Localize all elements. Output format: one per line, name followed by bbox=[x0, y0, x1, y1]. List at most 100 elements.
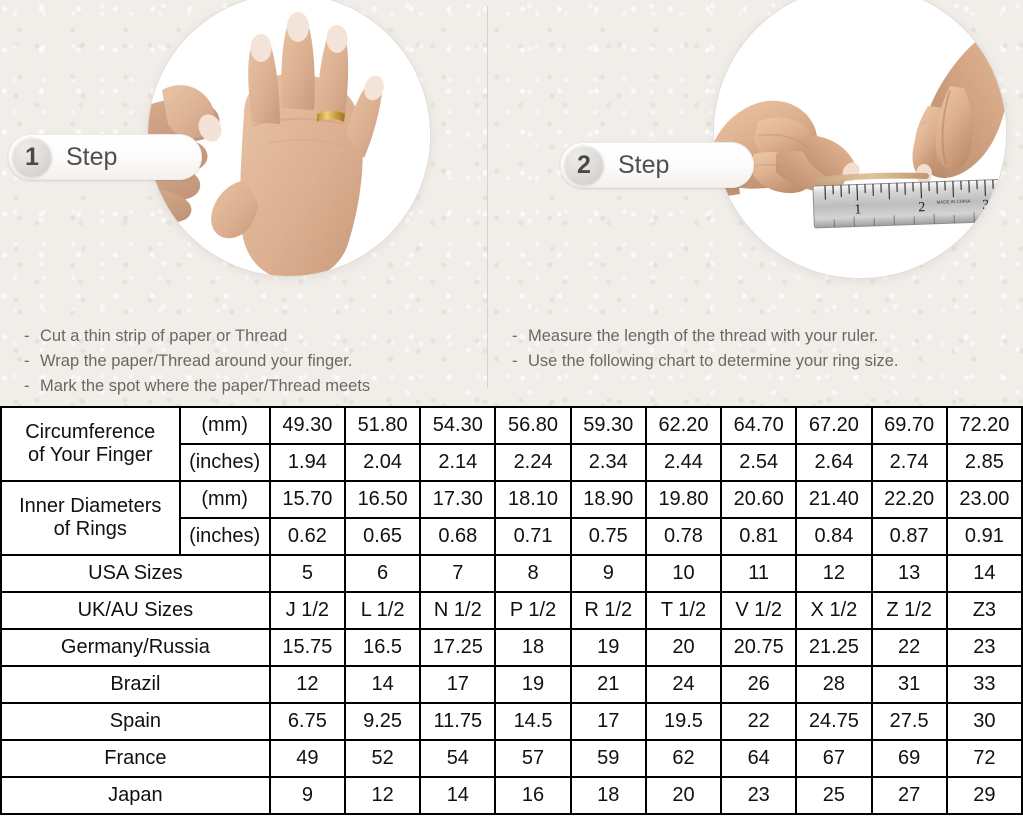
table-cell: 0.78 bbox=[644, 517, 723, 556]
table-cell: 11 bbox=[720, 554, 798, 593]
row-label: Japan bbox=[0, 776, 271, 815]
table-cell: 18.10 bbox=[494, 480, 572, 519]
table-cell: 0.71 bbox=[494, 517, 572, 556]
thread bbox=[815, 172, 929, 183]
table-cell: 16.50 bbox=[343, 480, 422, 519]
table-cell: 0.84 bbox=[795, 517, 873, 556]
table-cell: 6.75 bbox=[268, 702, 346, 741]
row-unit: (mm) bbox=[178, 406, 271, 445]
table-cell: 59 bbox=[569, 739, 647, 778]
table-row: Inner Diameters of Rings (mm) 15.70 16.50 17.… bbox=[0, 480, 1023, 556]
table-cell: 2.24 bbox=[494, 443, 572, 482]
table-cell: 69 bbox=[870, 739, 948, 778]
table-cell: 17 bbox=[569, 702, 647, 741]
table-cell: 1.94 bbox=[268, 443, 346, 482]
table-cell: 19 bbox=[494, 665, 572, 704]
table-cell: 0.91 bbox=[945, 517, 1023, 556]
step-1-label: Step bbox=[66, 142, 118, 171]
table-cell: 64.70 bbox=[720, 406, 798, 445]
table-cell: 19.5 bbox=[644, 702, 723, 741]
table-cell: 25 bbox=[795, 776, 873, 815]
row-label-line: Circumference bbox=[25, 421, 156, 443]
table-cell: 54.30 bbox=[419, 406, 497, 445]
instruction-line: - Use the following chart to determine yo… bbox=[512, 349, 899, 374]
table-row: USA Sizes 5 6 7 8 9 10 11 12 13 14 bbox=[0, 554, 1023, 593]
table-cell: P 1/2 bbox=[494, 591, 572, 630]
table-cell: 0.81 bbox=[720, 517, 798, 556]
table-cell: 15.70 bbox=[268, 480, 346, 519]
table-cell: 67 bbox=[795, 739, 873, 778]
table-cell: 0.62 bbox=[268, 517, 346, 556]
table-cell: 17 bbox=[419, 665, 497, 704]
step-2-badge: 2 Step bbox=[560, 142, 754, 188]
table-cell: 49 bbox=[268, 739, 346, 778]
row-label-line: of Rings bbox=[53, 518, 127, 540]
table-cell: 16.5 bbox=[343, 628, 422, 667]
table-cell: 8 bbox=[494, 554, 572, 593]
table-row: (inches) 1.94 2.04 2.14 2.24 2.34 2.44 2.54 2.64… bbox=[1, 443, 1023, 482]
table-cell: 23 bbox=[720, 776, 798, 815]
instruction-line: - Mark the spot where the paper/Thread me… bbox=[24, 374, 370, 399]
instruction-line: - Wrap the paper/Thread around your finge… bbox=[24, 349, 370, 374]
table-cell: 29 bbox=[945, 776, 1023, 815]
step-1-instructions: - Cut a thin strip of paper or Thread - Wr… bbox=[24, 324, 370, 399]
bullet-dash: - bbox=[24, 352, 30, 370]
step-2-photo: 1 2 3 MADE IN CHINA bbox=[714, 0, 1006, 278]
table-cell: 72.20 bbox=[945, 406, 1023, 445]
table-body: Circumference of Your Finger (mm) 49.30 51.8… bbox=[0, 406, 1023, 815]
ruler-brand-text: MADE IN CHINA bbox=[936, 199, 970, 205]
table-cell: 19.80 bbox=[644, 480, 723, 519]
table-cell: 14 bbox=[419, 776, 497, 815]
table-cell: 27.5 bbox=[870, 702, 948, 741]
table-cell: 2.64 bbox=[795, 443, 873, 482]
table-cell: 49.30 bbox=[268, 406, 346, 445]
row-unit: (inches) bbox=[178, 443, 271, 482]
table-cell: 21.25 bbox=[795, 628, 873, 667]
row-label: Inner Diameters of Rings bbox=[0, 480, 181, 556]
table-cell: 2.74 bbox=[870, 443, 948, 482]
table-cell: 20.60 bbox=[720, 480, 798, 519]
table-cell: 24.75 bbox=[795, 702, 873, 741]
table-cell: 15.75 bbox=[268, 628, 346, 667]
ring-size-chart: Circumference of Your Finger (mm) 49.30 51.8… bbox=[0, 406, 1023, 826]
instruction-text: Use the following chart to determine you… bbox=[528, 352, 899, 370]
bullet-dash: - bbox=[24, 377, 30, 395]
table-cell: 28 bbox=[795, 665, 873, 704]
instruction-line: - Cut a thin strip of paper or Thread bbox=[24, 324, 370, 349]
table-cell: 62 bbox=[644, 739, 723, 778]
step-panel-1: 1 Step - Cut a thin strip of paper or Thr… bbox=[0, 0, 487, 400]
row-label: Brazil bbox=[0, 665, 271, 704]
step-panel-2: 1 2 3 MADE IN CHINA 2 Step - Measure the … bbox=[488, 0, 1023, 400]
ruler-mark-3: 3 bbox=[982, 198, 990, 213]
table-cell: N 1/2 bbox=[419, 591, 497, 630]
row-label: France bbox=[0, 739, 271, 778]
gold-ring bbox=[317, 111, 345, 122]
step-2-label: Step bbox=[618, 150, 670, 179]
table-cell: 64 bbox=[720, 739, 798, 778]
table-cell: 13 bbox=[870, 554, 948, 593]
steps-section: 1 Step - Cut a thin strip of paper or Thr… bbox=[0, 0, 1023, 400]
table-cell: 2.85 bbox=[945, 443, 1023, 482]
hands-measuring-thread-illustration: 1 2 3 MADE IN CHINA bbox=[714, 0, 1006, 278]
table-cell: 62.20 bbox=[644, 406, 723, 445]
table-cell: 11.75 bbox=[419, 702, 497, 741]
table-row: France 49 52 54 57 59 62 64 67 69 72 bbox=[0, 739, 1023, 778]
table-cell: 67.20 bbox=[795, 406, 873, 445]
table-cell: 33 bbox=[945, 665, 1023, 704]
instruction-line: - Measure the length of the thread with y… bbox=[512, 324, 899, 349]
table-cell: Z3 bbox=[945, 591, 1023, 630]
table-cell: 9 bbox=[268, 776, 346, 815]
table-cell: 27 bbox=[870, 776, 948, 815]
step-1-number: 1 bbox=[12, 137, 52, 177]
table-row: Brazil 12 14 17 19 21 24 26 28 31 33 bbox=[0, 665, 1023, 704]
table-cell: 59.30 bbox=[569, 406, 647, 445]
row-label: UK/AU Sizes bbox=[0, 591, 271, 630]
table-cell: 23.00 bbox=[945, 480, 1023, 519]
table-cell: 18 bbox=[569, 776, 647, 815]
table-cell: 23 bbox=[945, 628, 1023, 667]
table-cell: 56.80 bbox=[494, 406, 572, 445]
table-cell: 17.25 bbox=[419, 628, 497, 667]
ruler: 1 2 3 MADE IN CHINA bbox=[812, 178, 1006, 229]
table-row: Spain 6.75 9.25 11.75 14.5 17 19.5 22 24.75 27.5 3… bbox=[0, 702, 1023, 741]
table-cell: 20 bbox=[644, 776, 723, 815]
